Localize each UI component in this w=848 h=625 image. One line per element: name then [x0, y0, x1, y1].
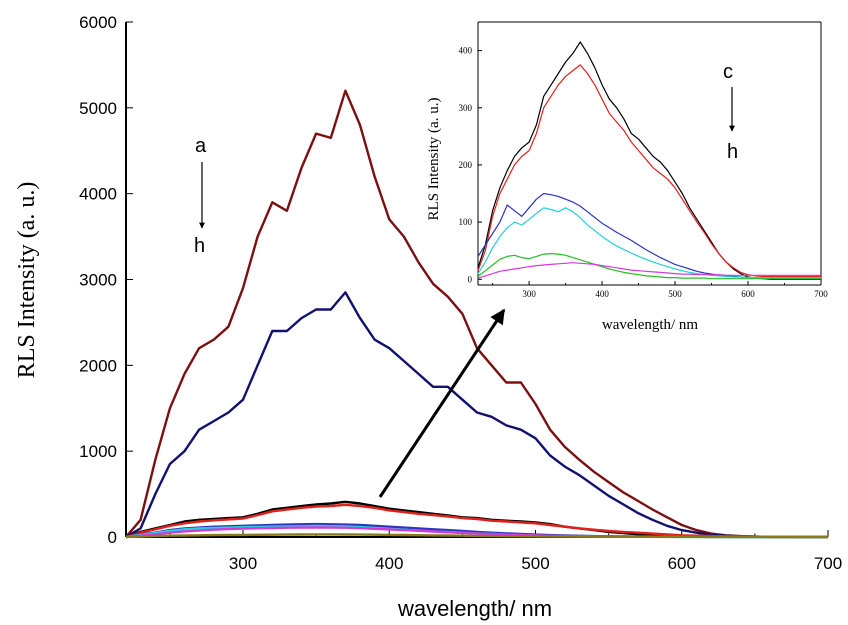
- x-axis-title: wavelength/ nm: [397, 596, 552, 621]
- inset-series-line-6: [477, 262, 821, 279]
- main-x-tick-label: 400: [375, 554, 403, 573]
- inset-x-axis-title: wavelength/ nm: [602, 317, 699, 333]
- main-y-tick-label: 6000: [79, 13, 117, 32]
- main-x-tick-label: 600: [668, 554, 696, 573]
- main-series-line-8: [125, 533, 828, 539]
- inset-series-line-4: [477, 207, 821, 279]
- main-x-tick-label: 700: [814, 554, 842, 573]
- inset-y-tick-label: 100: [459, 217, 473, 227]
- inset-x-tick-label: 700: [814, 289, 828, 299]
- main-y-tick-label: 4000: [79, 185, 117, 204]
- inset-axes: [477, 21, 822, 286]
- inset-series-line-2: [477, 64, 821, 277]
- inset-y-tick-label: 300: [459, 103, 473, 113]
- inset-series-line-3: [477, 192, 821, 279]
- inset-ticks: 0 100 200 300 400 300 400 500 600 700: [459, 46, 829, 299]
- main-series: [125, 89, 829, 539]
- inset-y-tick-label: 0: [468, 274, 473, 284]
- main-y-tick-label: 0: [108, 528, 117, 547]
- main-y-tick-label: 2000: [79, 356, 117, 375]
- main-annotations: [199, 162, 506, 498]
- y-axis-title: RLS Intensity (a. u.): [14, 182, 40, 379]
- inset-y-tick-label: 400: [459, 46, 473, 56]
- inset-annotation-start-c: c: [723, 61, 733, 83]
- inset-annotation-end-h: h: [727, 141, 738, 163]
- inset-series-line-1: [477, 41, 821, 280]
- main-x-tick-label: 300: [229, 554, 257, 573]
- main-y-tick-label: 5000: [79, 99, 117, 118]
- annotation-end-h: h: [194, 235, 205, 257]
- inset-x-tick-label: 500: [668, 289, 682, 299]
- inset-x-tick-label: 600: [741, 289, 755, 299]
- inset-x-tick-label: 400: [595, 289, 609, 299]
- inset-x-tick-label: 300: [522, 289, 536, 299]
- main-x-tick-label: 500: [521, 554, 549, 573]
- inset-series-line-5: [477, 253, 821, 280]
- main-series-line-2: [125, 291, 829, 539]
- inset-y-axis-title: RLS Intensity (a. u.): [426, 98, 442, 221]
- annotation-start-a: a: [195, 135, 207, 157]
- inset-series: [477, 41, 821, 280]
- main-axes: [125, 22, 828, 538]
- main-y-tick-label: 3000: [79, 271, 117, 290]
- inset-labels: wavelength/ nm RLS Intensity (a. u.) c h: [426, 61, 738, 333]
- main-series-line-1: [125, 89, 829, 539]
- main-labels: wavelength/ nm RLS Intensity (a. u.) a h: [14, 135, 552, 621]
- inset-y-tick-label: 200: [459, 160, 473, 170]
- main-y-tick-label: 1000: [79, 442, 117, 461]
- inset-pointer-arrow-icon: [378, 308, 506, 498]
